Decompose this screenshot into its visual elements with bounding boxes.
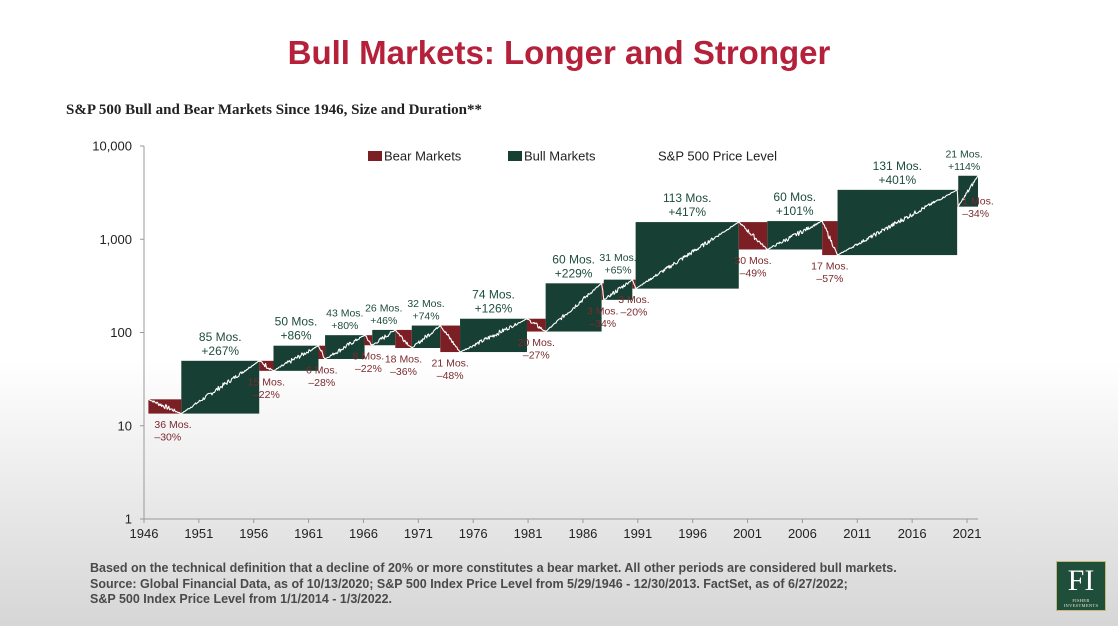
bull-label-9-line-1: +74% bbox=[412, 311, 439, 323]
y-tick-label-4: 1 bbox=[125, 512, 132, 527]
bear-label-12-line-1: –27% bbox=[523, 350, 550, 362]
bear-label-4-line-1: –28% bbox=[308, 377, 335, 389]
bull-label-5-line-1: +80% bbox=[331, 320, 358, 332]
bear-label-10-line-0: 21 Mos. bbox=[431, 358, 468, 370]
logo-text: FISHER INVESTMENTS bbox=[1063, 598, 1099, 608]
chart-subtitle: S&P 500 Bull and Bear Markets Since 1946… bbox=[66, 102, 483, 118]
bear-label-18-line-1: –49% bbox=[740, 267, 767, 279]
bull-label-11-line-1: +126% bbox=[475, 302, 513, 316]
y-tick-label-3: 10 bbox=[118, 418, 132, 433]
x-tick-label-14: 2016 bbox=[898, 526, 927, 541]
legend-label-1: Bull Markets bbox=[524, 149, 596, 164]
bull-label-3-line-0: 50 Mos. bbox=[275, 315, 318, 329]
logo-mark: FI bbox=[1067, 564, 1095, 597]
x-tick-label-7: 1981 bbox=[514, 526, 543, 541]
bear-label-0-line-1: –30% bbox=[154, 432, 181, 444]
bull-label-17-line-0: 113 Mos. bbox=[663, 191, 711, 205]
bear-label-20-line-1: –57% bbox=[816, 273, 843, 285]
x-tick-label-1: 1951 bbox=[184, 526, 213, 541]
fisher-logo: FI FISHER INVESTMENTS bbox=[1056, 561, 1106, 611]
x-tick-label-6: 1976 bbox=[459, 526, 488, 541]
x-tick-label-0: 1946 bbox=[130, 526, 159, 541]
bear-label-20-line-0: 17 Mos. bbox=[811, 261, 848, 273]
bear-label-8-line-0: 18 Mos. bbox=[385, 353, 422, 365]
bear-label-16-line-0: 3 Mos. bbox=[618, 294, 650, 306]
bull-label-19-line-1: +101% bbox=[776, 204, 814, 218]
x-tick-label-2: 1956 bbox=[239, 526, 268, 541]
legend-swatch-0 bbox=[368, 151, 382, 161]
legend-label-0: Bear Markets bbox=[384, 149, 462, 164]
x-tick-label-13: 2011 bbox=[843, 526, 871, 541]
x-tick-label-10: 1996 bbox=[678, 526, 707, 541]
footnote: Based on the technical definition that a… bbox=[90, 561, 1020, 608]
bull-label-21-line-1: +401% bbox=[878, 173, 916, 187]
legend-label-2: S&P 500 Price Level bbox=[658, 149, 777, 164]
x-tick-label-9: 1991 bbox=[623, 526, 652, 541]
bear-label-18-line-0: 30 Mos. bbox=[734, 255, 771, 267]
bull-label-23-line-0: 21 Mos. bbox=[945, 148, 982, 160]
x-tick-label-8: 1986 bbox=[568, 526, 597, 541]
bull-label-1-line-1: +267% bbox=[201, 344, 239, 358]
y-tick-label-0: 10,000 bbox=[92, 139, 132, 154]
x-tick-label-5: 1971 bbox=[404, 526, 433, 541]
bull-label-15-line-1: +65% bbox=[604, 265, 631, 277]
bull-label-23-line-1: +114% bbox=[948, 161, 980, 173]
price-level-line bbox=[148, 175, 979, 415]
bear-label-22-line-1: –34% bbox=[962, 208, 989, 220]
y-tick-label-2: 100 bbox=[110, 325, 132, 340]
bear-label-12-line-0: 20 Mos. bbox=[518, 337, 555, 349]
bear-label-10-line-1: –48% bbox=[437, 370, 464, 382]
x-tick-label-3: 1961 bbox=[294, 526, 323, 541]
bear-label-2-line-0: 15 Mos. bbox=[248, 376, 285, 388]
bear-label-4-line-0: 6 Mos. bbox=[306, 364, 338, 376]
x-tick-label-4: 1966 bbox=[349, 526, 378, 541]
legend-swatch-1 bbox=[508, 151, 522, 161]
bear-label-22-line-0: 1 Mos. bbox=[962, 196, 994, 208]
x-tick-label-11: 2001 bbox=[733, 526, 762, 541]
bull-label-19-line-0: 60 Mos. bbox=[773, 190, 816, 204]
market-labels: 36 Mos.–30%85 Mos.+267%15 Mos.–22%50 Mos… bbox=[154, 148, 993, 443]
bull-label-13-line-1: +229% bbox=[555, 266, 593, 280]
bull-label-15-line-0: 31 Mos. bbox=[599, 252, 636, 264]
footnote-line-2: Source: Global Financial Data, as of 10/… bbox=[90, 576, 848, 591]
bear-label-16-line-1: –20% bbox=[621, 307, 648, 319]
y-tick-label-1: 1,000 bbox=[99, 232, 132, 247]
bull-label-1-line-0: 85 Mos. bbox=[199, 330, 242, 344]
bear-label-0-line-0: 36 Mos. bbox=[154, 419, 191, 431]
bull-label-11-line-0: 74 Mos. bbox=[472, 288, 515, 302]
bull-label-3-line-1: +86% bbox=[280, 329, 311, 343]
bear-label-2-line-1: –22% bbox=[253, 389, 280, 401]
bull-label-5-line-0: 43 Mos. bbox=[326, 308, 363, 320]
price-line-group bbox=[148, 175, 979, 415]
bull-label-9-line-0: 32 Mos. bbox=[407, 298, 444, 310]
bull-label-7-line-1: +46% bbox=[370, 315, 397, 327]
bear-label-8-line-1: –36% bbox=[390, 366, 417, 378]
legend: Bear Markets Bull Markets S&P 500 Price Le… bbox=[368, 149, 777, 164]
bear-label-6-line-1: –22% bbox=[355, 363, 382, 375]
bull-label-17-line-1: +417% bbox=[668, 205, 706, 219]
footnote-line-1: Based on the technical definition that a… bbox=[90, 561, 897, 575]
page-title: Bull Markets: Longer and Stronger bbox=[287, 34, 831, 71]
bear-label-6-line-0: 8 Mos. bbox=[353, 351, 385, 363]
x-tick-label-12: 2006 bbox=[788, 526, 817, 541]
bull-label-21-line-0: 131 Mos. bbox=[873, 159, 922, 173]
x-tick-label-15: 2021 bbox=[953, 526, 982, 541]
bear-label-14-line-1: –34% bbox=[589, 318, 616, 330]
bull-label-13-line-0: 60 Mos. bbox=[552, 252, 595, 266]
bear-label-14-line-0: 3 Mos. bbox=[587, 305, 619, 317]
footnote-line-3: S&P 500 Index Price Level from 1/1/2014 … bbox=[90, 592, 393, 606]
bull-label-7-line-0: 26 Mos. bbox=[365, 302, 402, 314]
